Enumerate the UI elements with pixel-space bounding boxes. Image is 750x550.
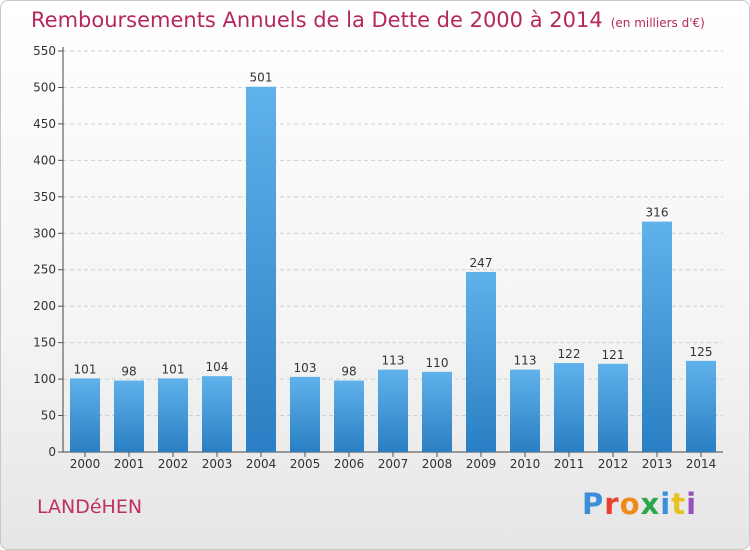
bars — [70, 86, 716, 452]
bar-2006 — [334, 380, 364, 452]
y-tick-label: 450 — [33, 117, 56, 131]
bar-value-label: 316 — [646, 206, 669, 220]
logo-letter: P — [582, 487, 605, 521]
chart-title-text: Remboursements Annuels de la Dette de 20… — [31, 8, 603, 32]
bar-value-label: 125 — [690, 345, 713, 359]
y-tick-label: 0 — [48, 445, 56, 459]
x-tick-label: 2007 — [378, 457, 409, 471]
bar-value-label: 121 — [602, 348, 625, 362]
logo-letter: o — [619, 487, 641, 521]
x-tick-label: 2008 — [422, 457, 453, 471]
x-tick-label: 2013 — [642, 457, 673, 471]
x-tick-label: 2010 — [510, 457, 541, 471]
labels: 0 50 100 150 200 250 300 350 400 450 500 550 101 2000… — [33, 44, 716, 471]
commune-name: LANDéHEN — [37, 496, 143, 518]
bar-2014 — [686, 360, 716, 452]
bar-2002 — [158, 378, 188, 452]
y-tick-label: 400 — [33, 153, 56, 167]
y-tick-label: 550 — [33, 44, 56, 58]
x-tick-label: 2002 — [158, 457, 189, 471]
chart-title: Remboursements Annuels de la Dette de 20… — [31, 8, 705, 32]
bar-2000 — [70, 378, 100, 452]
bar-value-label: 98 — [121, 365, 136, 379]
x-tick-label: 2012 — [598, 457, 629, 471]
bar-value-label: 113 — [382, 354, 405, 368]
bar-value-label: 104 — [206, 360, 229, 374]
logo-letter: i — [660, 487, 672, 521]
logo-letter: x — [640, 487, 661, 521]
x-tick-label: 2011 — [554, 457, 585, 471]
y-tick-label: 150 — [33, 336, 56, 350]
x-tick-label: 2009 — [466, 457, 497, 471]
proxiti-logo: Proxiti — [582, 487, 697, 521]
bar-value-label: 501 — [250, 71, 273, 85]
bar-value-label: 110 — [426, 356, 449, 370]
bar-value-label: 113 — [514, 354, 537, 368]
bar-2003 — [202, 376, 232, 452]
y-tick-label: 200 — [33, 299, 56, 313]
bar-2005 — [290, 376, 320, 452]
bar-2011 — [554, 363, 584, 452]
x-tick-label: 2014 — [686, 457, 717, 471]
y-tick-label: 300 — [33, 226, 56, 240]
bar-2007 — [378, 369, 408, 452]
chart-unit: (en milliers d'€) — [610, 16, 705, 30]
x-tick-label: 2000 — [70, 457, 101, 471]
x-tick-label: 2003 — [202, 457, 233, 471]
bar-value-label: 247 — [470, 256, 493, 270]
x-tick-label: 2004 — [246, 457, 277, 471]
x-tick-label: 2005 — [290, 457, 321, 471]
bar-2012 — [598, 363, 628, 452]
logo-letter: t — [671, 487, 687, 521]
bar-value-label: 101 — [162, 362, 185, 376]
bar-2013 — [642, 221, 672, 452]
bar-value-label: 98 — [341, 365, 356, 379]
bar-value-label: 101 — [74, 362, 97, 376]
y-tick-label: 100 — [33, 372, 56, 386]
y-tick-label: 50 — [41, 409, 56, 423]
logo-letter: i — [686, 487, 698, 521]
bar-2010 — [510, 369, 540, 452]
y-tick-label: 250 — [33, 263, 56, 277]
x-tick-label: 2006 — [334, 457, 365, 471]
bar-2009 — [466, 271, 496, 452]
bar-2004 — [246, 86, 276, 452]
bar-2008 — [422, 371, 452, 452]
x-tick-label: 2001 — [114, 457, 145, 471]
bar-value-label: 103 — [294, 361, 317, 375]
y-tick-label: 350 — [33, 190, 56, 204]
bar-2001 — [114, 380, 144, 452]
logo-letter: r — [604, 487, 620, 521]
y-tick-label: 500 — [33, 80, 56, 94]
bar-value-label: 122 — [558, 347, 581, 361]
